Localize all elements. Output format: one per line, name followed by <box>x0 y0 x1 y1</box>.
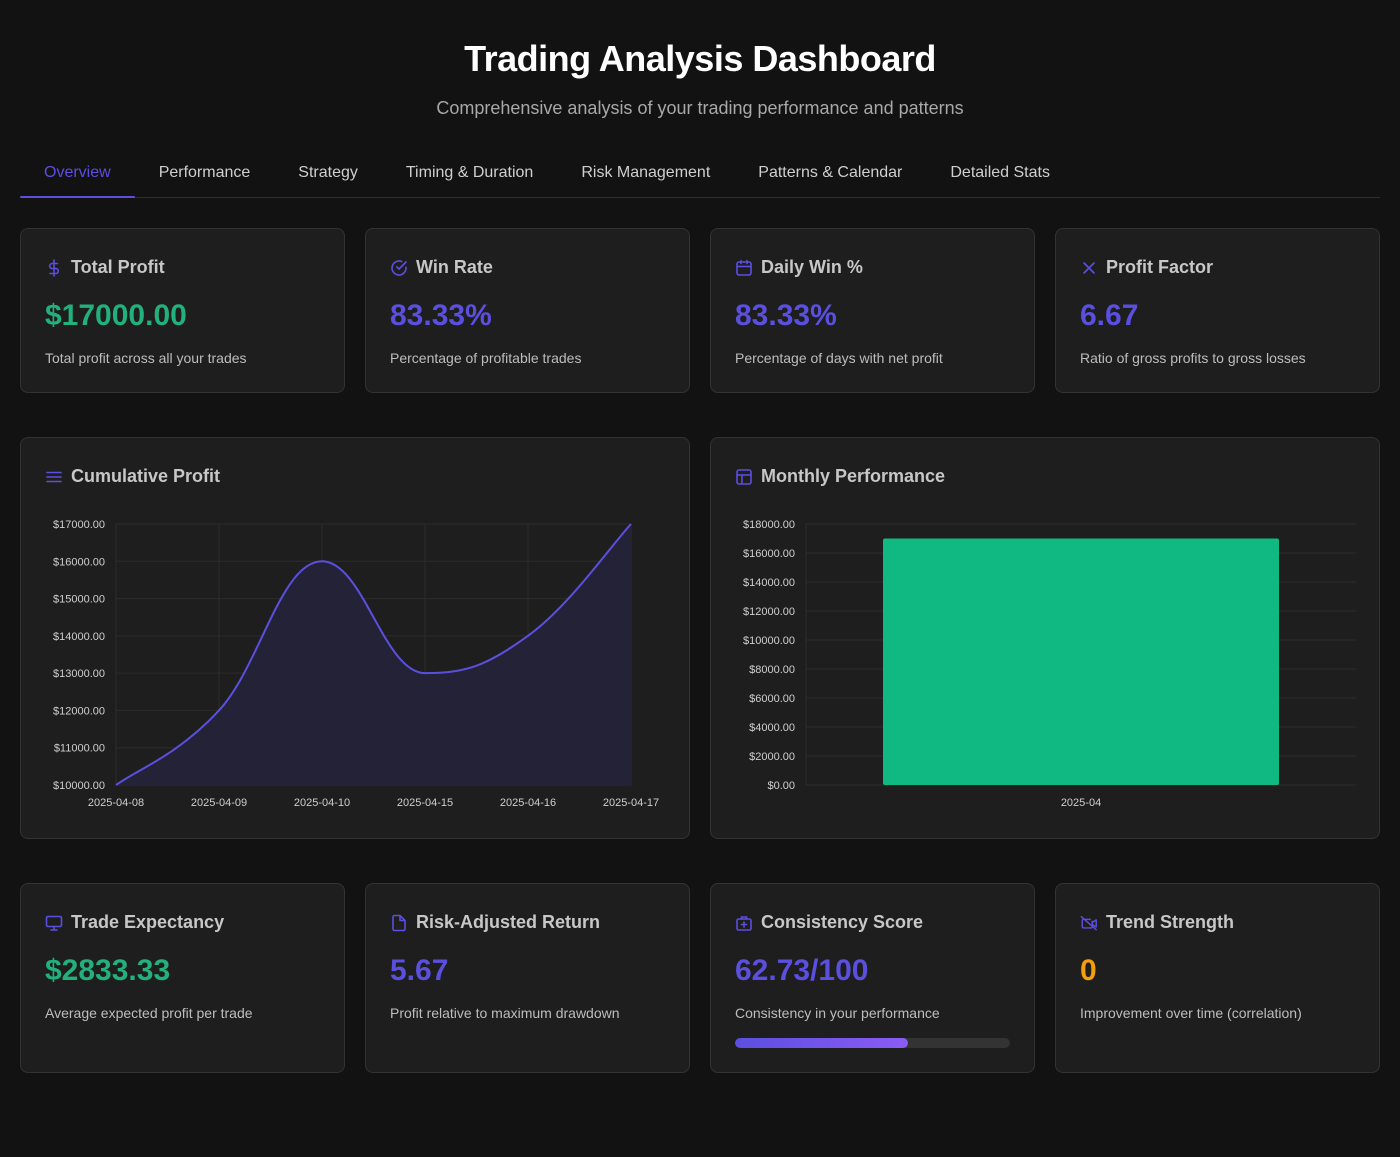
stat-value: $2833.33 <box>45 954 171 987</box>
y-tick-label: $10000.00 <box>53 780 105 792</box>
y-tick-label: $16000.00 <box>743 548 795 560</box>
x-tick-label: 2025-04-17 <box>603 797 659 809</box>
stat-card-profit-factor: Profit Factor 6.67 Ratio of gross profit… <box>1055 228 1380 393</box>
stat-title: Win Rate <box>416 257 493 277</box>
x-icon <box>1080 259 1098 277</box>
stat-title: Risk-Adjusted Return <box>416 912 601 932</box>
x-tick-label: 2025-04-10 <box>294 797 350 809</box>
y-tick-label: $13000.00 <box>53 668 105 680</box>
page-title: Trading Analysis Dashboard <box>464 38 936 79</box>
y-tick-label: $0.00 <box>767 780 795 792</box>
y-tick-label: $14000.00 <box>53 631 105 643</box>
stat-description: Average expected profit per trade <box>45 1005 253 1021</box>
tab-bar: Overview Performance Strategy Timing & D… <box>20 152 1380 198</box>
y-tick-label: $12000.00 <box>743 606 795 618</box>
video-off-icon <box>1080 914 1098 932</box>
y-tick-label: $17000.00 <box>53 519 105 531</box>
file-icon <box>390 914 408 932</box>
stat-card-trade-expectancy: Trade Expectancy $2833.33 Average expect… <box>20 883 345 1073</box>
stat-description: Profit relative to maximum drawdown <box>390 1005 620 1021</box>
stat-card-trend-strength: Trend Strength 0 Improvement over time (… <box>1055 883 1380 1073</box>
tab-timing-duration[interactable]: Timing & Duration <box>405 164 534 181</box>
menu-lines-icon <box>45 468 63 486</box>
y-tick-label: $12000.00 <box>53 705 105 717</box>
stat-card-risk-adjusted-return: Risk-Adjusted Return 5.67 Profit relativ… <box>365 883 690 1073</box>
stat-value: 6.67 <box>1080 299 1139 332</box>
stat-value: 83.33% <box>390 299 492 332</box>
stat-description: Percentage of days with net profit <box>735 350 943 366</box>
stat-value: 5.67 <box>390 954 449 987</box>
tab-risk-management[interactable]: Risk Management <box>581 164 711 181</box>
chart-title: Cumulative Profit <box>71 466 221 486</box>
stat-title: Consistency Score <box>761 912 924 932</box>
stat-card-daily-win: Daily Win % 83.33% Percentage of days wi… <box>710 228 1035 393</box>
y-tick-label: $4000.00 <box>749 722 795 734</box>
x-tick-label: 2025-04-16 <box>500 797 556 809</box>
profit-line <box>115 523 632 786</box>
x-tick-label: 2025-04 <box>1061 797 1101 809</box>
stat-value: 83.33% <box>735 299 837 332</box>
tab-strategy[interactable]: Strategy <box>298 164 358 181</box>
x-tick-label: 2025-04-09 <box>191 797 247 809</box>
stat-title: Trade Expectancy <box>71 912 225 932</box>
tab-patterns-calendar[interactable]: Patterns & Calendar <box>758 164 903 181</box>
stat-value: 62.73/100 <box>735 954 869 987</box>
stat-value: 0 <box>1080 954 1097 987</box>
tab-overview[interactable]: Overview <box>20 152 135 198</box>
area-fill <box>116 524 631 785</box>
page-subtitle: Comprehensive analysis of your trading p… <box>436 98 964 118</box>
layout-icon <box>735 468 753 486</box>
stat-title: Profit Factor <box>1106 257 1214 277</box>
stat-card-win-rate: Win Rate 83.33% Percentage of profitable… <box>365 228 690 393</box>
y-tick-label: $14000.00 <box>743 577 795 589</box>
dollar-icon <box>45 258 63 277</box>
y-tick-label: $15000.00 <box>53 594 105 606</box>
briefcase-plus-icon <box>735 914 753 932</box>
y-tick-label: $18000.00 <box>743 519 795 531</box>
x-tick-label: 2025-04-15 <box>397 797 453 809</box>
y-tick-label: $10000.00 <box>743 635 795 647</box>
stat-card-consistency-score: Consistency Score 62.73/100 Consistency … <box>710 883 1035 1073</box>
x-tick-label: 2025-04-08 <box>88 797 144 809</box>
stat-value: $17000.00 <box>45 299 187 332</box>
stat-card-total-profit: Total Profit $17000.00 Total profit acro… <box>20 228 345 393</box>
stat-title: Trend Strength <box>1106 912 1235 932</box>
y-tick-label: $8000.00 <box>749 664 795 676</box>
monthly-performance-chart: $0.00 $2000.00 $4000.00 $6000.00 $8000.00 $10… <box>743 519 1356 809</box>
consistency-progress-bar <box>735 1038 1010 1048</box>
progress-fill <box>735 1038 908 1048</box>
tab-performance[interactable]: Performance <box>158 164 251 181</box>
stat-description: Consistency in your performance <box>735 1005 940 1021</box>
chart-title: Monthly Performance <box>761 466 946 486</box>
calendar-icon <box>735 259 753 277</box>
check-circle-icon <box>390 259 408 277</box>
stat-description: Improvement over time (correlation) <box>1080 1005 1302 1021</box>
cumulative-profit-chart: $10000.00 $11000.00 $12000.00 $13000.00 $140… <box>53 519 659 809</box>
monthly-performance-card: Monthly Performance $0.00 $2000.00 $4000.0… <box>710 437 1380 839</box>
y-tick-label: $11000.00 <box>54 743 105 755</box>
monthly-bar <box>883 538 1279 785</box>
stat-title: Daily Win % <box>761 257 863 277</box>
monitor-icon <box>45 914 63 932</box>
tab-detailed-stats[interactable]: Detailed Stats <box>950 164 1050 181</box>
y-tick-label: $2000.00 <box>749 751 795 763</box>
y-tick-label: $6000.00 <box>749 693 795 705</box>
stat-description: Ratio of gross profits to gross losses <box>1080 350 1306 366</box>
stat-description: Total profit across all your trades <box>45 350 247 366</box>
stat-description: Percentage of profitable trades <box>390 350 582 366</box>
cumulative-profit-card: Cumulative Profit $10000.00 $11000.00 $120… <box>20 437 690 839</box>
stat-title: Total Profit <box>71 257 165 277</box>
y-tick-label: $16000.00 <box>53 556 105 568</box>
